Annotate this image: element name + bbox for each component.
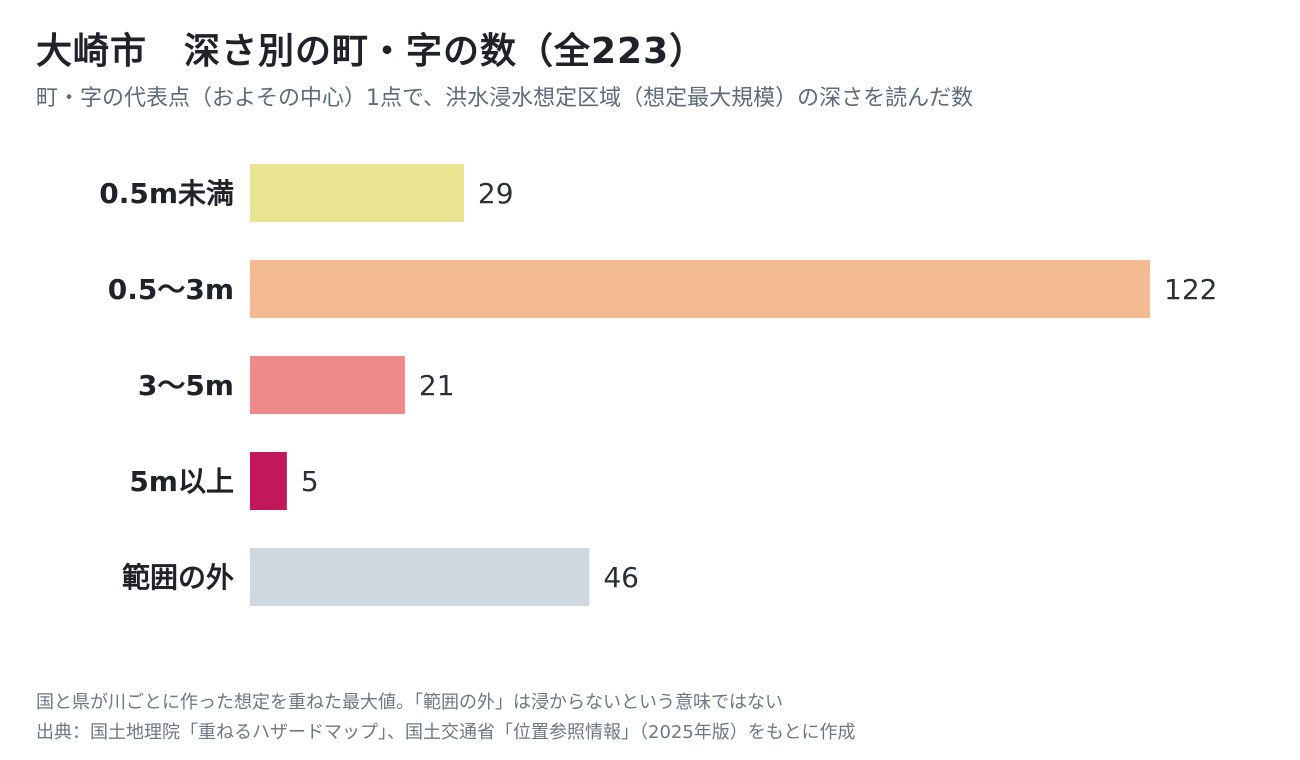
note-source: 出典：国土地理院「重ねるハザードマップ」、国土交通省「位置参照情報」（2025年… [36, 722, 856, 743]
category-label: 0.5〜3m [108, 273, 234, 306]
chart-subtitle: 町・字の代表点（およその中心）1点で、洪水浸水想定区域（想定最大規模）の深さを読… [36, 86, 974, 111]
bar [250, 548, 590, 606]
value-label: 46 [603, 561, 639, 594]
category-label: 0.5m未満 [99, 177, 234, 210]
category-label: 3〜5m [138, 369, 234, 402]
note-caveat: 国と県が川ごとに作った想定を重ねた最大値。「範囲の外」は浸からないという意味では… [36, 692, 783, 713]
bar [250, 356, 405, 414]
value-label: 122 [1164, 273, 1217, 306]
chart-title: 大崎市 深さ別の町・字の数（全223） [36, 31, 707, 72]
category-label: 範囲の外 [122, 561, 234, 594]
bar [250, 260, 1150, 318]
chart-notes: 国と県が川ごとに作った想定を重ねた最大値。「範囲の外」は浸からないという意味では… [36, 688, 855, 748]
value-label: 29 [478, 177, 514, 210]
bar [250, 164, 464, 222]
bar [250, 452, 287, 510]
value-label: 21 [419, 369, 455, 402]
bar-chart: 0.5m未満 29 0.5〜3m 122 3〜5m 21 5m以上 5 範囲の外 46 [99, 164, 1217, 606]
value-label: 5 [301, 465, 319, 498]
category-label: 5m以上 [129, 465, 234, 498]
